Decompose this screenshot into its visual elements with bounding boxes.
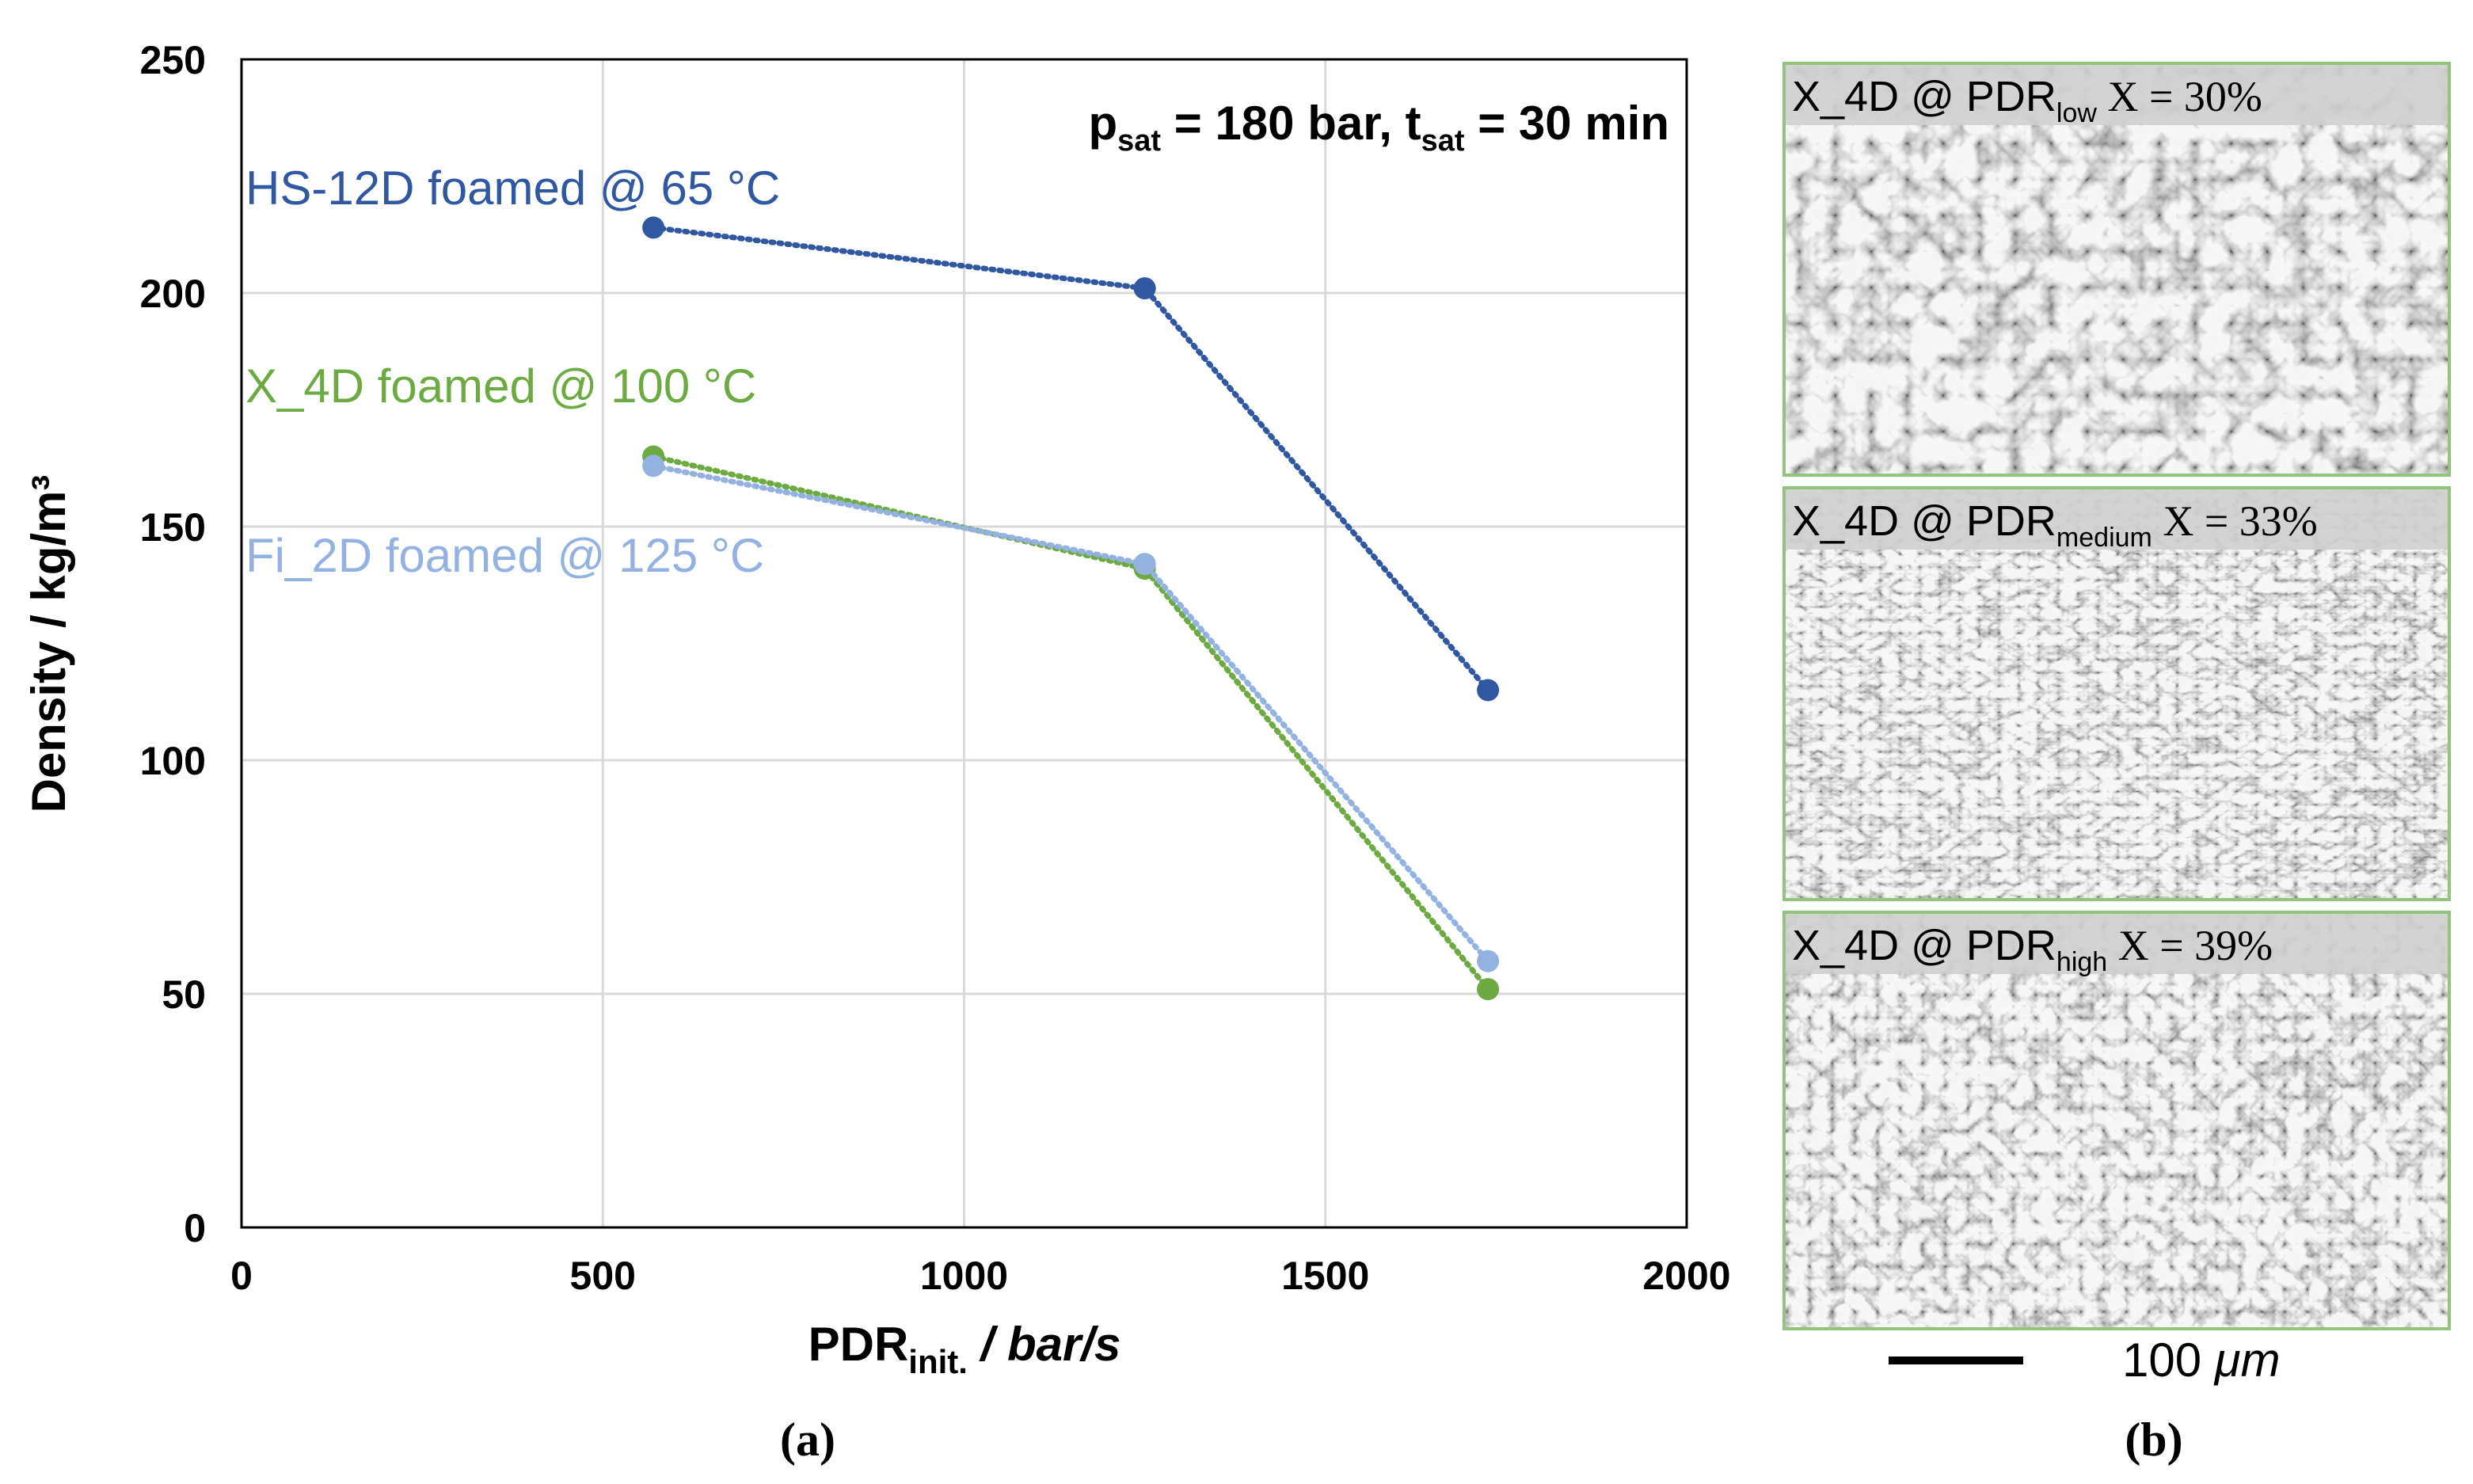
x-tick-label: 0 xyxy=(230,1254,253,1298)
sem-label-medium: X_4D @ PDRmedium X = 33% xyxy=(1792,497,2318,553)
caption-b: (b) xyxy=(2125,1414,2182,1466)
series-label-fi2d: Fi_2D foamed @ 125 °C xyxy=(245,529,764,582)
y-tick-label: 100 xyxy=(140,739,206,783)
density-chart: 0 50 100 150 200 250 0 500 1000 1500 2000 HS-12D … xyxy=(22,38,1731,1380)
saturation-conditions: psat = 180 bar, tsat = 30 min xyxy=(1088,97,1669,158)
sem-image-low: X_4D @ PDRlow X = 30% xyxy=(1782,62,2451,477)
x-tick-label: 500 xyxy=(570,1254,636,1298)
data-point xyxy=(1477,949,1500,972)
x-tick-label: 1000 xyxy=(920,1254,1008,1298)
sem-image-high: X_4D @ PDRhigh X = 39% xyxy=(1782,911,2451,1330)
sem-label-high: X_4D @ PDRhigh X = 39% xyxy=(1792,922,2273,977)
data-point xyxy=(1133,553,1156,576)
y-tick-label: 150 xyxy=(140,505,206,550)
scale-bar-label: 100 μm xyxy=(2122,1334,2281,1387)
sem-panel: X_4D @ PDRlow X = 30% X_4D @ PDRmedium X… xyxy=(1782,62,2451,1387)
sem-label-low: X_4D @ PDRlow X = 30% xyxy=(1792,73,2262,128)
data-point xyxy=(642,216,665,239)
y-tick-label: 0 xyxy=(184,1206,206,1250)
x-tick-labels: 0 500 1000 1500 2000 xyxy=(230,1254,1731,1298)
y-tick-labels: 0 50 100 150 200 250 xyxy=(140,38,206,1250)
data-point xyxy=(1477,978,1500,1001)
series-x4d xyxy=(642,445,1500,1001)
sem-image-medium: X_4D @ PDRmedium X = 33% xyxy=(1782,486,2451,901)
series-line xyxy=(650,454,1491,992)
caption-a: (a) xyxy=(780,1414,835,1466)
series-label-x4d: X_4D foamed @ 100 °C xyxy=(245,360,756,413)
data-point xyxy=(1133,277,1156,300)
series-line xyxy=(650,224,1491,693)
series-group xyxy=(642,216,1500,1001)
series-line xyxy=(650,462,1491,965)
y-tick-label: 200 xyxy=(140,272,206,316)
x-tick-label: 2000 xyxy=(1642,1254,1730,1298)
x-axis-title: PDRinit. / bar/s xyxy=(808,1318,1121,1380)
y-tick-label: 250 xyxy=(140,38,206,82)
data-point xyxy=(1477,679,1500,702)
x-tick-label: 1500 xyxy=(1281,1254,1369,1298)
y-tick-label: 50 xyxy=(162,972,206,1017)
series-fi2d xyxy=(642,455,1500,972)
series-hs12d xyxy=(642,216,1500,702)
plot-frame xyxy=(240,58,1688,1229)
data-point xyxy=(642,455,665,478)
y-axis-title: Density / kg/m³ xyxy=(22,475,75,813)
series-label-hs12d: HS-12D foamed @ 65 °C xyxy=(245,162,780,215)
gridlines xyxy=(242,59,1687,1227)
